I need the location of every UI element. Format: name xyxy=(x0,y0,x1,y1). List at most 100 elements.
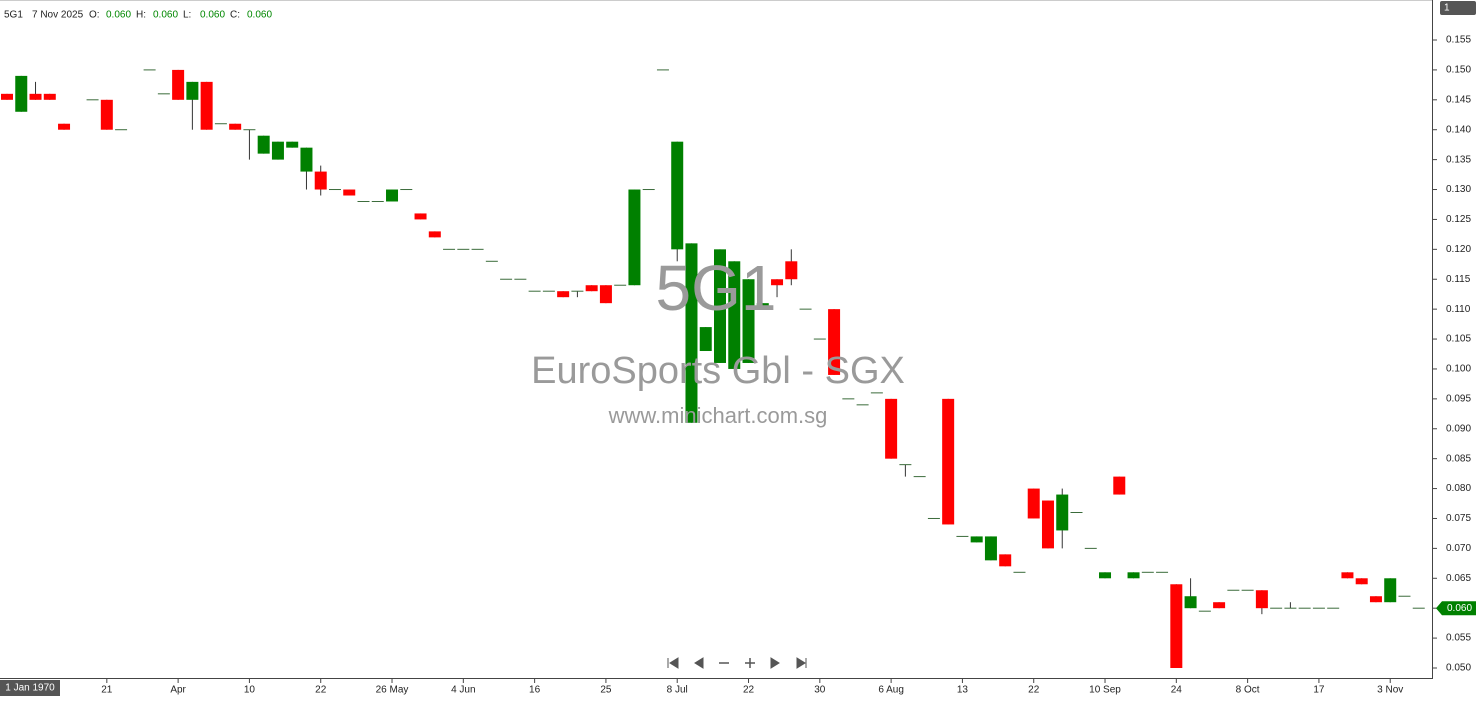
x-tick-label: 10 xyxy=(244,685,256,696)
candle-body xyxy=(314,171,327,190)
candle-body xyxy=(1355,578,1368,585)
y-tick-label: 0.125 xyxy=(1446,214,1471,225)
candle-body xyxy=(1170,584,1183,668)
candle-body xyxy=(728,261,741,369)
x-tick-label: 25 xyxy=(600,685,612,696)
candle-body xyxy=(671,141,684,250)
nav-prev[interactable] xyxy=(694,657,704,669)
ohlc-value: 0.060 xyxy=(106,10,131,21)
watermark-site: www.minichart.com.sg xyxy=(608,403,828,428)
candle-body xyxy=(628,189,641,286)
cursor-date-badge xyxy=(0,680,60,696)
y-tick-label: 0.090 xyxy=(1446,423,1471,434)
last-price-badge xyxy=(1436,601,1476,616)
candle-body xyxy=(1027,488,1040,519)
candle-body xyxy=(343,189,356,196)
candle-body xyxy=(200,81,213,130)
y-tick-label: 0.115 xyxy=(1446,274,1471,285)
candle-body xyxy=(1041,500,1054,549)
candle-body xyxy=(970,536,983,543)
watermark-code: 5G1 xyxy=(656,252,777,324)
x-tick-label: 30 xyxy=(814,685,826,696)
candle-body xyxy=(414,213,427,220)
y-tick-label: 0.145 xyxy=(1446,94,1471,105)
nav-last[interactable] xyxy=(796,657,807,669)
y-tick-label: 0.065 xyxy=(1446,573,1471,584)
candle-body xyxy=(1184,596,1197,609)
y-tick-label: 0.070 xyxy=(1446,543,1471,554)
candle-body xyxy=(785,261,798,280)
y-tick-label: 0.055 xyxy=(1446,633,1471,644)
ohlc-value: 0.060 xyxy=(200,10,225,21)
y-tick-label: 0.075 xyxy=(1446,513,1471,524)
nav-next[interactable] xyxy=(770,657,780,669)
y-tick-label: 0.085 xyxy=(1446,453,1471,464)
x-tick-label: 3 Nov xyxy=(1377,685,1403,696)
x-tick-label: 22 xyxy=(315,685,327,696)
candle-body xyxy=(43,93,56,100)
x-tick-label: 8 Jul xyxy=(667,685,688,696)
x-tick-label: 10 Sep xyxy=(1089,685,1121,696)
x-tick-label: 22 xyxy=(1028,685,1040,696)
candle-body xyxy=(828,309,841,375)
candle-body xyxy=(15,75,28,112)
symbol: 5G1 xyxy=(4,10,23,21)
y-tick-label: 0.140 xyxy=(1446,124,1471,135)
ohlc-key: L: xyxy=(183,10,191,21)
ohlc-value: 0.060 xyxy=(153,10,178,21)
candle-body xyxy=(1056,494,1069,531)
corner-badge xyxy=(1440,1,1476,15)
watermark-name: EuroSports Gbl - SGX xyxy=(531,350,905,392)
candle-body xyxy=(1369,596,1382,603)
candle-body xyxy=(942,398,955,525)
y-tick-label: 0.095 xyxy=(1446,393,1471,404)
x-tick-label: 22 xyxy=(743,685,755,696)
candle-body xyxy=(100,99,113,130)
candle-body xyxy=(1127,572,1140,579)
y-tick-label: 0.120 xyxy=(1446,244,1471,255)
candle-body xyxy=(29,93,42,100)
date: 7 Nov 2025 xyxy=(32,10,84,21)
candle-body xyxy=(742,279,755,363)
ohlc-value: 0.060 xyxy=(247,10,272,21)
nav-buttons[interactable] xyxy=(667,657,807,669)
y-tick-label: 0.155 xyxy=(1446,35,1471,46)
candle-body xyxy=(984,536,997,561)
candle-body xyxy=(885,398,898,459)
candle-body xyxy=(428,231,441,238)
x-tick-label: 6 Aug xyxy=(878,685,904,696)
candle-body xyxy=(599,285,612,304)
zoom-in[interactable] xyxy=(745,658,755,668)
y-tick-label: 0.130 xyxy=(1446,184,1471,195)
last-price-label: 0.060 xyxy=(1447,603,1472,614)
candle-body xyxy=(1255,590,1268,609)
candle-body xyxy=(186,81,199,100)
candle-body xyxy=(271,141,284,160)
candle-body xyxy=(286,141,299,148)
y-tick-label: 0.105 xyxy=(1446,334,1471,345)
candle-body xyxy=(300,147,313,172)
x-tick-label: 26 May xyxy=(376,685,409,696)
candle-body xyxy=(685,243,698,423)
candle-body xyxy=(1113,476,1126,495)
candle-body xyxy=(257,135,270,154)
candle-body xyxy=(699,327,712,352)
x-tick-label: 8 Oct xyxy=(1236,685,1260,696)
cursor-date: 1 Jan 1970 xyxy=(5,683,55,694)
y-tick-label: 0.080 xyxy=(1446,483,1471,494)
candle-body xyxy=(756,303,769,310)
nav-first[interactable] xyxy=(667,657,679,669)
candle-body xyxy=(229,123,242,130)
candle-body xyxy=(1099,572,1112,579)
candle-body xyxy=(386,189,399,202)
candle-body xyxy=(1,93,13,100)
y-tick-label: 0.110 xyxy=(1446,304,1471,315)
x-tick-label: 17 xyxy=(1313,685,1325,696)
candle-body xyxy=(1341,572,1354,579)
ohlc-key: H: xyxy=(136,10,146,21)
x-tick-label: 24 xyxy=(1171,685,1183,696)
candle-body xyxy=(1213,602,1226,609)
x-tick-label: 13 xyxy=(957,685,969,696)
x-tick-label: 16 xyxy=(529,685,541,696)
